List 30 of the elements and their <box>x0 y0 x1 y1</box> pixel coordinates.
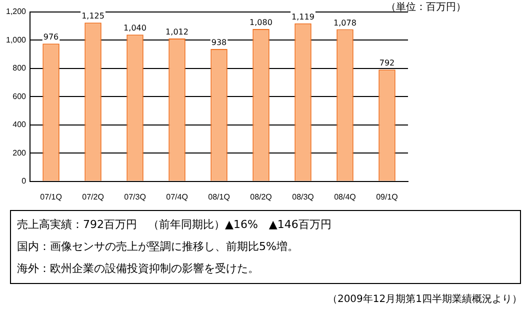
text: （2009年12月期第1四半期業績概況より） <box>327 292 522 306</box>
data-label: 938 <box>211 38 227 48</box>
y-tick-label: 600 <box>12 92 27 101</box>
y-tick-label: 200 <box>12 148 27 158</box>
y-tick-label: 1,200 <box>6 7 27 16</box>
x-tick-label: 07/4Q <box>166 192 188 202</box>
y-axis-title: （単位：百万円） <box>386 1 466 14</box>
x-tick-label: 07/3Q <box>124 192 146 202</box>
x-tick-label: 09/1Q <box>376 192 398 202</box>
data-label: 1,078 <box>334 18 356 28</box>
data-label: 1,080 <box>250 18 272 28</box>
x-tick-label: 07/2Q <box>82 192 104 202</box>
x-tick-label: 08/1Q <box>208 192 230 202</box>
y-tick-label: 400 <box>12 120 27 130</box>
data-label: 1,125 <box>82 12 104 21</box>
x-tick-label: 07/1Q <box>40 192 62 202</box>
y-tick-label: 0 <box>22 176 27 186</box>
x-tick-label: 08/4Q <box>334 192 356 202</box>
data-label: 1,012 <box>166 28 188 37</box>
x-tick-label: 08/3Q <box>292 192 314 202</box>
text: 売上高実績：792百万円 （前年同期比）▲16% ▲146百万円 <box>17 217 332 233</box>
text: 海外：欧州企業の設備投資抑制の影響を受けた。 <box>17 261 260 277</box>
data-label: 976 <box>43 32 59 42</box>
text: 国内：画像センサの売上が堅調に推移し、前期比5%増。 <box>17 239 300 255</box>
data-label: 1,119 <box>292 12 314 22</box>
data-label: 792 <box>379 58 395 68</box>
x-tick-label: 08/2Q <box>250 192 272 202</box>
y-tick-label: 800 <box>12 64 27 73</box>
y-tick-label: 1,000 <box>6 35 27 44</box>
data-label: 1,040 <box>124 24 146 33</box>
